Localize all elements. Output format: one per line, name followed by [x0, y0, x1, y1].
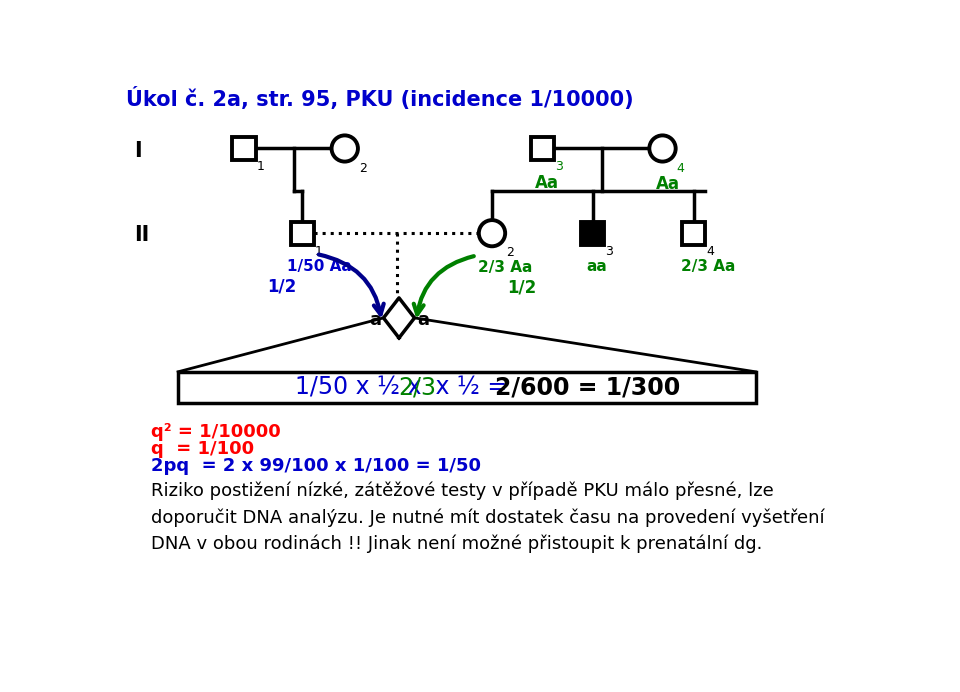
Text: a: a: [418, 311, 430, 329]
Text: 1/50 x ½ x: 1/50 x ½ x: [295, 375, 429, 399]
Text: Úkol č. 2a, str. 95, PKU (incidence 1/10000): Úkol č. 2a, str. 95, PKU (incidence 1/10…: [126, 87, 634, 110]
Text: 2/600 = 1/300: 2/600 = 1/300: [495, 375, 681, 399]
Text: II: II: [134, 226, 149, 246]
Text: 3: 3: [605, 245, 613, 257]
Text: 2/3 Aa: 2/3 Aa: [681, 259, 735, 273]
Text: q  = 1/100: q = 1/100: [151, 440, 254, 458]
Bar: [291, 221, 314, 245]
Text: 1/50 Aa: 1/50 Aa: [287, 259, 351, 273]
Bar: [232, 137, 255, 160]
Text: I: I: [134, 140, 141, 161]
Polygon shape: [383, 298, 415, 338]
Text: 4: 4: [677, 161, 684, 174]
Text: 1: 1: [256, 160, 264, 173]
Bar: [531, 137, 554, 160]
Text: a: a: [370, 311, 381, 329]
Bar: [179, 372, 756, 403]
Text: 2/3 Aa: 2/3 Aa: [478, 260, 533, 275]
Text: Riziko postižení nízké, zátěžové testy v případě PKU málo přesné, lze
doporučit : Riziko postižení nízké, zátěžové testy v…: [151, 482, 825, 554]
Text: Aa: Aa: [657, 176, 681, 194]
Text: x ½ =: x ½ =: [428, 375, 515, 399]
Text: 1/2: 1/2: [508, 279, 537, 297]
Text: 4: 4: [706, 245, 714, 257]
Text: aa: aa: [587, 259, 608, 273]
Text: 3: 3: [555, 160, 563, 173]
Text: 1: 1: [315, 245, 323, 257]
Circle shape: [331, 136, 358, 161]
Text: Aa: Aa: [535, 174, 559, 192]
Circle shape: [479, 220, 505, 246]
Text: 2: 2: [506, 246, 514, 260]
Text: 2: 2: [359, 161, 367, 174]
Text: q² = 1/10000: q² = 1/10000: [151, 424, 280, 441]
Text: 2/3: 2/3: [398, 375, 437, 399]
Circle shape: [649, 136, 676, 161]
Text: 1/2: 1/2: [267, 277, 297, 295]
Bar: [581, 221, 605, 245]
Bar: [682, 221, 706, 245]
Text: 2pq  = 2 x 99/100 x 1/100 = 1/50: 2pq = 2 x 99/100 x 1/100 = 1/50: [151, 457, 481, 475]
